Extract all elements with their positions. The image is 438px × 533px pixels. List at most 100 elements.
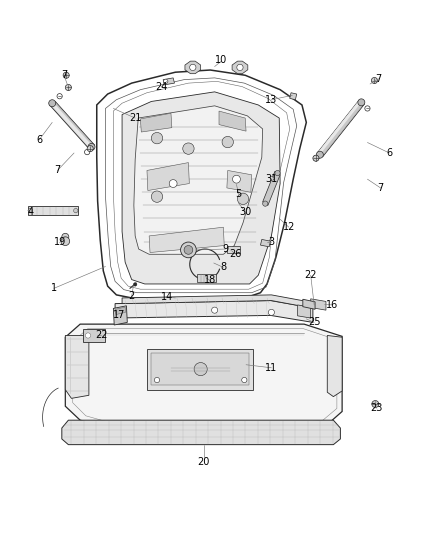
Text: 1: 1 (51, 284, 57, 293)
Text: 7: 7 (61, 70, 67, 80)
Polygon shape (97, 70, 306, 298)
Polygon shape (122, 295, 311, 308)
Polygon shape (49, 101, 95, 149)
Polygon shape (62, 420, 340, 445)
Bar (227, 246, 240, 253)
Circle shape (87, 146, 93, 152)
Circle shape (62, 233, 69, 240)
Circle shape (190, 64, 196, 70)
Circle shape (212, 307, 218, 313)
Polygon shape (51, 103, 93, 149)
Text: 9: 9 (223, 244, 229, 254)
Text: 11: 11 (265, 363, 278, 373)
Polygon shape (147, 163, 189, 190)
Text: 6: 6 (36, 135, 42, 145)
Text: 2: 2 (128, 291, 135, 301)
Text: 7: 7 (54, 165, 60, 175)
Circle shape (184, 246, 193, 254)
Text: 31: 31 (265, 174, 278, 184)
Circle shape (365, 106, 370, 111)
Polygon shape (141, 113, 172, 132)
Circle shape (85, 149, 90, 155)
Circle shape (151, 133, 162, 144)
Circle shape (233, 175, 240, 183)
Text: 23: 23 (370, 403, 382, 414)
Text: 5: 5 (236, 189, 242, 199)
Circle shape (271, 176, 274, 180)
Polygon shape (311, 299, 326, 310)
Circle shape (358, 99, 365, 106)
Text: 4: 4 (27, 207, 33, 217)
Polygon shape (290, 93, 297, 100)
Polygon shape (185, 61, 201, 74)
Text: 22: 22 (304, 270, 317, 280)
Polygon shape (113, 306, 127, 325)
Polygon shape (147, 350, 253, 390)
Text: 10: 10 (215, 55, 227, 66)
Polygon shape (163, 78, 174, 85)
Text: 12: 12 (283, 222, 295, 232)
Circle shape (263, 201, 268, 206)
Text: 13: 13 (265, 95, 278, 104)
Text: 26: 26 (230, 249, 242, 259)
Text: 24: 24 (155, 82, 168, 92)
Polygon shape (232, 61, 248, 74)
Polygon shape (317, 101, 364, 157)
Circle shape (372, 400, 379, 408)
Polygon shape (151, 353, 249, 385)
Text: 22: 22 (95, 330, 107, 341)
Polygon shape (83, 329, 106, 342)
Text: 20: 20 (198, 457, 210, 467)
Text: 14: 14 (161, 292, 173, 302)
Circle shape (57, 94, 62, 99)
Circle shape (154, 377, 159, 383)
Circle shape (88, 143, 95, 150)
Circle shape (49, 100, 56, 107)
Bar (197, 274, 215, 282)
Circle shape (183, 143, 194, 154)
Circle shape (313, 155, 319, 161)
Text: 17: 17 (113, 310, 126, 320)
Circle shape (65, 84, 71, 91)
Polygon shape (327, 335, 342, 397)
Circle shape (63, 72, 69, 78)
Polygon shape (261, 239, 271, 247)
Circle shape (371, 77, 378, 84)
Text: 25: 25 (308, 317, 321, 327)
Circle shape (151, 191, 162, 203)
Polygon shape (303, 299, 315, 309)
Circle shape (222, 136, 233, 148)
Text: 19: 19 (53, 238, 66, 247)
Circle shape (134, 282, 137, 286)
Text: 18: 18 (204, 276, 216, 286)
Circle shape (74, 208, 78, 213)
Polygon shape (263, 171, 280, 205)
Circle shape (180, 242, 196, 258)
Circle shape (61, 237, 70, 246)
Polygon shape (122, 92, 280, 284)
Text: 3: 3 (268, 238, 275, 247)
Polygon shape (65, 324, 342, 432)
Polygon shape (219, 111, 246, 131)
Polygon shape (227, 171, 252, 192)
Text: 30: 30 (239, 207, 251, 217)
Text: 6: 6 (386, 148, 392, 158)
Text: 7: 7 (378, 183, 384, 193)
Circle shape (85, 333, 91, 338)
Text: 7: 7 (375, 74, 381, 84)
Polygon shape (297, 305, 311, 318)
Circle shape (163, 79, 168, 84)
Circle shape (242, 377, 247, 383)
Circle shape (313, 156, 318, 161)
Text: 8: 8 (220, 262, 226, 272)
Circle shape (28, 208, 32, 213)
Polygon shape (115, 301, 313, 322)
Circle shape (169, 180, 177, 188)
Polygon shape (116, 307, 126, 314)
Polygon shape (317, 101, 361, 155)
Circle shape (268, 309, 275, 316)
Polygon shape (134, 106, 263, 254)
Polygon shape (28, 206, 78, 215)
Polygon shape (65, 335, 89, 398)
Polygon shape (149, 227, 224, 253)
